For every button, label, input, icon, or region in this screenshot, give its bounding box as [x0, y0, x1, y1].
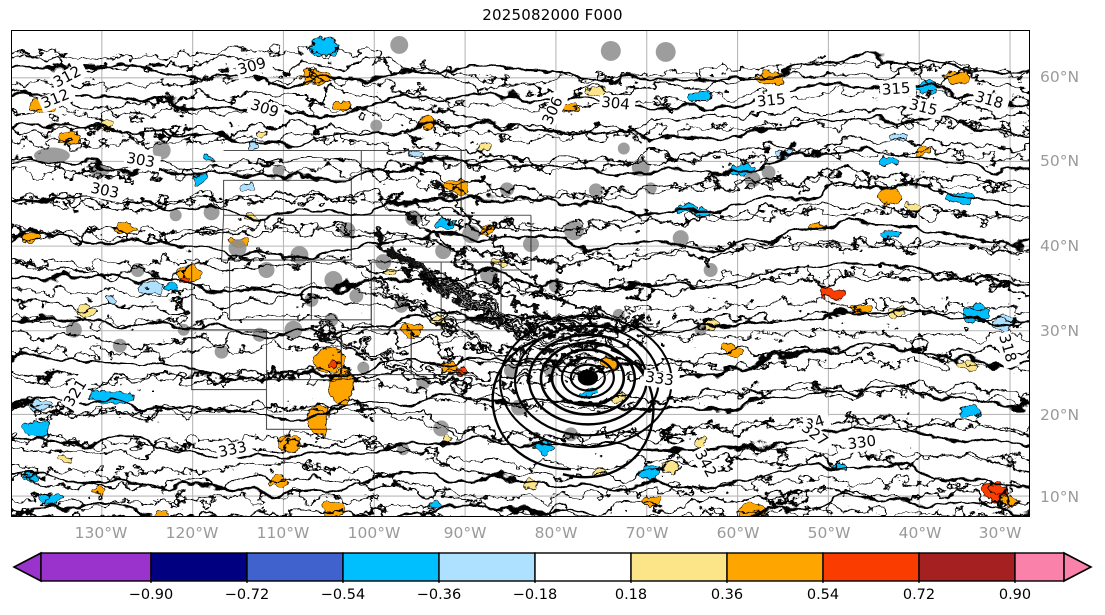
colorbar-tick-label-9: 0.90	[998, 587, 1032, 603]
colorbar-extend-left	[12, 551, 42, 583]
colorbar-band-3	[342, 552, 440, 582]
lon-tick-50w: 50°W	[807, 524, 851, 542]
lon-tick-110w: 110°W	[256, 524, 310, 542]
colorbar-band-5	[534, 552, 632, 582]
colorbar[interactable]: −0.90 −0.72 −0.54 −0.36 −0.18 0.18 0.36 …	[11, 551, 1094, 603]
svg-text:333: 333	[644, 368, 675, 390]
lon-tick-130w: 130°W	[74, 524, 128, 542]
svg-text:315: 315	[756, 90, 786, 111]
colorbar-swatches	[12, 551, 1093, 583]
lon-tick-100w: 100°W	[347, 524, 401, 542]
lon-tick-80w: 80°W	[534, 524, 578, 542]
colorbar-tick-label-5: 0.18	[614, 587, 648, 603]
map-field-canvas: 312 312 309 309 306 304 303 303 315 315 …	[12, 31, 1029, 516]
lon-tick-120w: 120°W	[165, 524, 219, 542]
svg-text:303: 303	[89, 179, 121, 203]
colorbar-band-0	[40, 552, 152, 582]
coastlines-and-borders	[191, 149, 532, 430]
lon-tick-40w: 40°W	[898, 524, 942, 542]
colorbar-ticks	[150, 581, 1016, 583]
lat-tick-20n: 20°N	[1040, 406, 1080, 424]
colorbar-tick-label-6: 0.36	[710, 587, 744, 603]
colorbar-band-6	[630, 552, 728, 582]
lon-tick-60w: 60°W	[716, 524, 760, 542]
lat-tick-10n: 10°N	[1040, 488, 1080, 506]
svg-text:315: 315	[881, 79, 911, 99]
colorbar-band-9	[918, 552, 1016, 582]
svg-text:303: 303	[125, 149, 156, 172]
lon-tick-90w: 90°W	[443, 524, 487, 542]
page-title: 2025082000 F000	[482, 6, 623, 24]
colorbar-tick-label-3: −0.36	[416, 587, 462, 603]
lat-tick-40n: 40°N	[1040, 237, 1080, 255]
colorbar-tick-label-2: −0.54	[320, 587, 366, 603]
colorbar-band-1	[150, 552, 248, 582]
colorbar-band-4	[438, 552, 536, 582]
colorbar-tick-label-0: −0.90	[128, 587, 174, 603]
svg-text:333: 333	[217, 438, 249, 462]
colorbar-tick-label-8: 0.72	[902, 587, 936, 603]
colorbar-band-8	[822, 552, 920, 582]
colorbar-band-10	[1014, 552, 1065, 582]
svg-text:333: 333	[453, 513, 483, 516]
colorbar-band-2	[246, 552, 344, 582]
lat-tick-50n: 50°N	[1040, 152, 1080, 170]
lat-tick-60n: 60°N	[1040, 68, 1080, 86]
colorbar-tick-label-1: −0.72	[224, 587, 270, 603]
lat-tick-30n: 30°N	[1040, 322, 1080, 340]
lon-tick-30w: 30°W	[978, 524, 1022, 542]
svg-text:330: 330	[846, 431, 877, 453]
colorbar-extend-right	[1063, 551, 1093, 583]
svg-text:304: 304	[600, 93, 630, 114]
lon-tick-70w: 70°W	[625, 524, 669, 542]
colorbar-tick-label-7: 0.54	[806, 587, 840, 603]
colorbar-band-7	[726, 552, 824, 582]
colorbar-tick-label-4: −0.18	[512, 587, 558, 603]
map-axes[interactable]: 312 312 309 309 306 304 303 303 315 315 …	[11, 30, 1030, 517]
